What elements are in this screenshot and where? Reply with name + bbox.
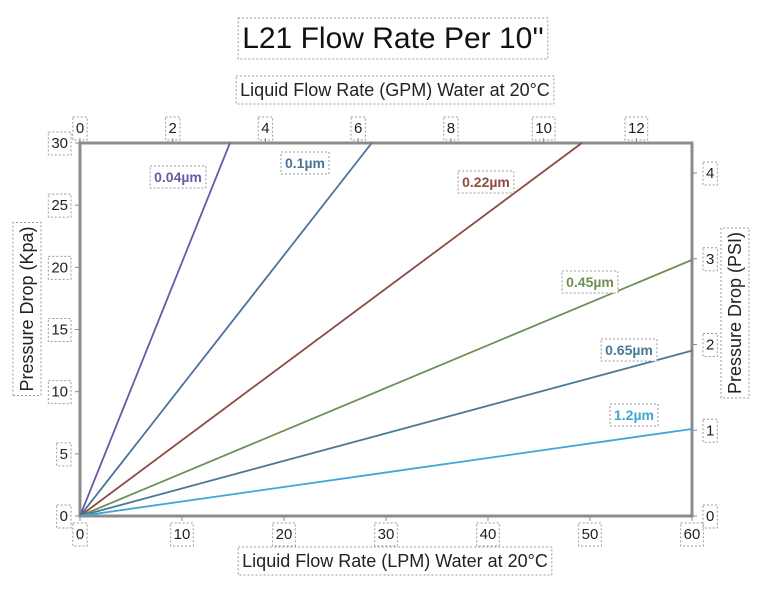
series-line [79,142,583,517]
dotted-frame [47,131,72,156]
series-lines [79,142,693,517]
dotted-frame [72,522,88,547]
series-line [79,259,693,517]
dotted-frame [374,522,398,547]
dotted-frame [47,380,72,405]
bottom-axis-title: Liquid Flow Rate (LPM) Water at 20°C [242,551,548,571]
dotted-frame [476,522,500,547]
series-line [79,349,693,517]
plot-area-frame [78,141,694,518]
series-label-box [600,338,658,362]
x2-tick-label: 4 [261,120,269,137]
x-tick-label: 20 [276,526,293,543]
dotted-frame [237,17,549,60]
right-axis-title: Pressure Drop (PSI) [725,232,745,394]
dotted-frame [720,227,750,399]
y2-tick-label: 0 [706,508,714,525]
series-line [79,428,693,517]
y-tick-label: 25 [51,197,68,214]
x-tick-label: 40 [480,526,497,543]
series-label: 1.2µm [614,407,654,423]
dotted-frame [680,522,704,547]
dotted-frame [235,75,555,105]
series-line [79,142,373,517]
x2-tick-label: 2 [169,120,177,137]
series-label-box [149,165,207,189]
left-axis-title: Pressure Drop (Kpa) [17,226,37,391]
series-label-box [457,170,515,194]
top-axis-title: Liquid Flow Rate (GPM) Water at 20°C [240,80,550,100]
y-tick-label: 30 [51,135,68,152]
dotted-frame [702,504,718,529]
x-tick-label: 60 [684,526,701,543]
x2-tick-label: 10 [535,120,552,137]
dotted-frame [47,193,72,218]
dotted-frame [47,255,72,280]
dotted-frame [702,418,718,443]
y2-tick-label: 3 [706,251,714,268]
y-tick-label: 15 [51,322,68,339]
y2-tick-label: 2 [706,337,714,354]
series-label-box [280,151,330,175]
y-tick-label: 0 [60,508,68,525]
x-tick-label: 0 [76,526,84,543]
y-tick-label: 10 [51,384,68,401]
series-label: 0.1µm [285,155,325,171]
series-label: 0.65µm [605,342,653,358]
y-tick-label: 20 [51,259,68,276]
dotted-frame [272,522,296,547]
dotted-frame [237,546,553,576]
dotted-label-frames [12,17,750,576]
dotted-frame [702,161,718,186]
dotted-frame [56,442,72,467]
dotted-frame [578,522,602,547]
x-tick-label: 30 [378,526,395,543]
x2-tick-label: 6 [354,120,362,137]
series-label: 0.04µm [154,169,202,185]
y2-tick-label: 1 [706,422,714,439]
series-label: 0.22µm [462,174,510,190]
series-label-box [609,403,659,427]
dotted-frame [170,522,194,547]
dotted-frame [47,318,72,342]
series-labels: 0.04µm 0.1µm 0.22µm 0.45µm 0.65µm 1.2µm [149,151,659,427]
x-tick-label: 10 [174,526,191,543]
x2-tick-label: 8 [447,120,455,137]
y-tick-label: 5 [60,446,68,463]
x2-tick-label: 0 [76,120,84,137]
dotted-frame [12,221,42,397]
series-line [79,142,231,517]
dotted-frame [56,504,72,529]
dotted-frame [702,333,718,358]
series-label: 0.45µm [566,274,614,290]
dotted-frame [702,247,718,272]
series-label-box [561,270,619,294]
x2-tick-label: 12 [628,120,645,137]
x-tick-label: 50 [582,526,599,543]
y2-tick-label: 4 [706,165,714,182]
chart-title: L21 Flow Rate Per 10'' [242,22,544,55]
